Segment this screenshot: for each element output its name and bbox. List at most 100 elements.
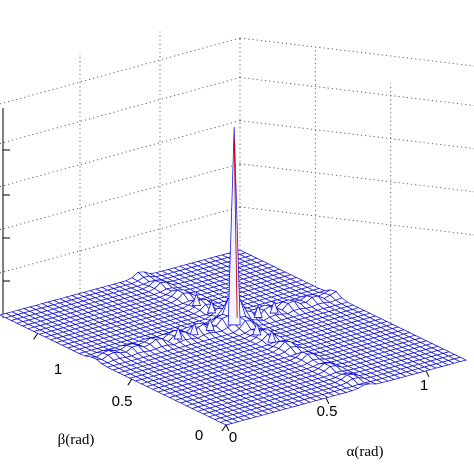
x-axis-label: α(rad) xyxy=(346,444,383,460)
mesh-cell-fill xyxy=(137,351,150,358)
mesh-cell-fill xyxy=(200,299,212,305)
x-tick-label-1: 1 xyxy=(420,377,428,394)
mesh-cell-fill xyxy=(185,338,198,345)
mesh-cell-fill xyxy=(317,302,330,309)
mesh-cell-fill xyxy=(295,352,308,360)
mesh-cell-fill xyxy=(296,344,309,348)
mesh-cell-fill xyxy=(299,308,312,314)
mesh-cell-fill xyxy=(189,292,202,296)
mesh-cell-fill xyxy=(216,298,229,317)
mesh-cell-fill xyxy=(239,316,252,321)
grid-right-wall-line xyxy=(239,206,474,236)
mesh-cell-fill xyxy=(324,362,337,367)
mesh-cell-fill xyxy=(276,307,288,315)
mesh-cell-fill xyxy=(358,377,371,383)
sidelobe-spike xyxy=(207,299,217,314)
mesh-cell-fill xyxy=(282,303,294,314)
mesh-cell-fill xyxy=(336,363,349,368)
x-axis-tick xyxy=(225,424,230,432)
grid-left-wall-line xyxy=(0,77,241,144)
mesh-cell-fill xyxy=(165,289,178,297)
mesh-cell xyxy=(219,420,233,426)
mesh-cell-fill xyxy=(209,332,222,338)
mesh-cell-fill xyxy=(183,293,195,302)
mesh-cell-fill xyxy=(177,293,189,304)
grid-right-wall-line xyxy=(239,120,474,150)
mesh-cell-fill xyxy=(120,352,132,358)
mesh-cell-fill xyxy=(108,350,121,353)
mesh-cell-fill xyxy=(143,280,155,286)
mesh-cell-fill xyxy=(275,314,288,320)
mesh-cell-fill xyxy=(180,331,192,340)
mesh-cell-fill xyxy=(324,289,337,296)
grid-left-wall-line xyxy=(0,120,241,188)
mesh-cell-fill xyxy=(156,338,168,347)
y-tick-label-0: 0 xyxy=(195,427,203,444)
mesh-cell-fill xyxy=(258,310,270,321)
mesh-cell-fill xyxy=(318,289,331,294)
x-tick-label-0: 0 xyxy=(229,429,237,446)
mesh-cell-fill xyxy=(293,308,306,316)
mesh-cell-fill xyxy=(210,317,223,327)
mesh-cell-fill xyxy=(120,345,133,353)
mesh-cell-fill xyxy=(281,313,294,319)
mesh-cell-fill xyxy=(273,333,286,342)
mesh-cell-fill xyxy=(96,350,109,353)
mesh-cell-fill xyxy=(212,303,224,307)
mesh-cell-fill xyxy=(160,282,173,289)
mesh-cell-fill xyxy=(211,308,223,317)
mesh-cell-fill xyxy=(352,377,365,385)
mesh-cell-fill xyxy=(180,326,193,333)
mesh-cell-fill xyxy=(203,332,216,340)
mesh-cell-fill xyxy=(239,320,251,334)
mesh-cell-fill xyxy=(305,306,318,312)
mesh-cell-fill xyxy=(215,331,228,337)
mesh-cell-fill xyxy=(96,353,109,360)
mesh-cell-fill xyxy=(186,332,198,339)
mesh-cell-fill xyxy=(96,359,108,364)
mesh-cell-fill xyxy=(138,271,150,278)
sidelobe-spike xyxy=(267,329,277,343)
mesh-cell-fill xyxy=(307,353,320,360)
mesh-cell-fill xyxy=(330,365,342,373)
mesh-cell-fill xyxy=(108,352,120,361)
mesh-cell-fill xyxy=(301,354,314,364)
sidelobe-spike xyxy=(173,326,183,340)
mesh-cell-fill xyxy=(264,306,276,318)
grid-right-wall-line xyxy=(239,163,474,193)
mesh-cell-fill xyxy=(313,352,326,356)
mesh-cell-fill xyxy=(166,281,179,285)
grid-top-right-edge xyxy=(239,37,474,67)
mesh-cell-fill xyxy=(84,354,97,358)
mesh-cell-fill xyxy=(177,289,190,294)
x-tick-label-0-5: 0.5 xyxy=(317,403,338,420)
mesh-cell-fill xyxy=(143,276,156,282)
x-axis-tick xyxy=(325,397,330,405)
mesh-cell-fill xyxy=(256,329,268,341)
mesh-cell-fill xyxy=(353,374,365,379)
mesh-cell-fill xyxy=(148,280,161,289)
mesh-cell-fill xyxy=(138,338,151,342)
mesh-cell-fill xyxy=(143,351,156,356)
mesh-cell-fill xyxy=(251,319,264,326)
mesh-cell-fill xyxy=(198,324,210,335)
mesh-cell-fill xyxy=(347,374,359,379)
mesh-cell-fill xyxy=(294,295,307,301)
mesh-cell-fill xyxy=(245,320,257,330)
mesh-cell-fill xyxy=(273,341,285,349)
mesh-cell-fill xyxy=(300,302,312,309)
grid-top-left-edge xyxy=(0,37,241,105)
main-peak xyxy=(173,126,279,343)
mesh-cell-fill xyxy=(138,345,150,352)
mesh-cell-fill xyxy=(269,314,282,322)
y-tick-label-1: 1 xyxy=(54,361,62,378)
mesh-cell-fill xyxy=(336,365,348,372)
mesh-surface xyxy=(0,249,468,426)
sidelobe-spike xyxy=(191,292,202,306)
y-axis-label: β(rad) xyxy=(58,432,95,448)
mesh-cell-fill xyxy=(182,300,195,306)
mesh-cell-fill xyxy=(318,363,331,372)
mesh-cell-fill xyxy=(144,338,157,345)
mesh-cell-fill xyxy=(162,334,175,342)
